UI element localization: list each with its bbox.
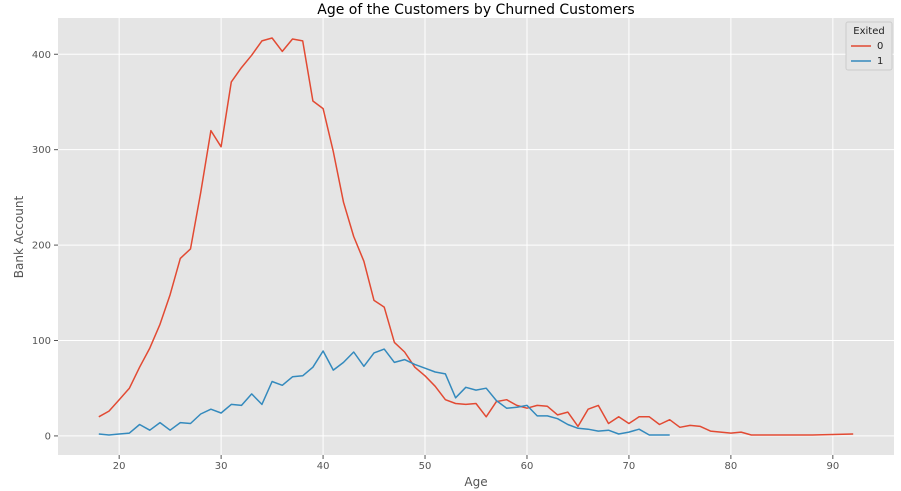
x-axis-label: Age bbox=[464, 475, 487, 489]
legend: Exited 0 1 bbox=[845, 21, 893, 71]
axis-ticks: 20 30 40 50 60 70 80 90 0 100 200 300 400 bbox=[32, 50, 839, 472]
x-tick-label: 60 bbox=[521, 461, 534, 472]
x-tick-label: 40 bbox=[317, 461, 330, 472]
y-tick-label: 400 bbox=[32, 50, 51, 61]
plot-area bbox=[58, 18, 894, 455]
legend-label-1: 1 bbox=[877, 56, 883, 67]
chart-title: Age of the Customers by Churned Customer… bbox=[317, 2, 634, 18]
grid-lines bbox=[58, 18, 894, 455]
series-line-1 bbox=[98, 348, 670, 436]
x-tick-label: 80 bbox=[725, 461, 738, 472]
series-line-0 bbox=[98, 37, 854, 436]
x-tick-label: 70 bbox=[623, 461, 636, 472]
y-axis-label: Bank Account bbox=[12, 196, 26, 279]
legend-label-0: 0 bbox=[877, 41, 883, 52]
x-tick-label: 20 bbox=[113, 461, 126, 472]
x-tick-label: 30 bbox=[215, 461, 228, 472]
series-layer bbox=[98, 37, 854, 436]
y-tick-label: 200 bbox=[32, 241, 51, 252]
legend-title: Exited bbox=[853, 26, 884, 37]
y-tick-label: 0 bbox=[45, 431, 51, 442]
y-tick-label: 300 bbox=[32, 145, 51, 156]
x-tick-label: 50 bbox=[419, 461, 432, 472]
x-tick-label: 90 bbox=[826, 461, 839, 472]
y-tick-label: 100 bbox=[32, 336, 51, 347]
